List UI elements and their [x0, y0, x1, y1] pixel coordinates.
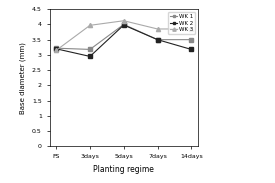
WK 3 — [156, 28, 159, 30]
WK 3 — [189, 28, 193, 30]
WK 2 — [55, 48, 58, 50]
WK 3 — [55, 49, 58, 51]
WK 2 — [88, 55, 92, 57]
WK 3 — [122, 20, 125, 22]
Y-axis label: Base diameter (mm): Base diameter (mm) — [20, 42, 26, 114]
WK 1 — [88, 48, 92, 51]
WK 1 — [55, 47, 58, 49]
WK 3 — [88, 24, 92, 26]
Line: WK 3: WK 3 — [54, 19, 193, 52]
WK 1 — [156, 39, 159, 41]
Legend: WK 1, WK 2, WK 3: WK 1, WK 2, WK 3 — [168, 12, 195, 34]
WK 2 — [122, 24, 125, 26]
WK 2 — [189, 48, 193, 51]
WK 2 — [156, 39, 159, 41]
WK 1 — [189, 39, 193, 41]
Line: WK 2: WK 2 — [54, 23, 193, 58]
X-axis label: Planting regime: Planting regime — [93, 165, 154, 174]
WK 1 — [122, 23, 125, 25]
Line: WK 1: WK 1 — [54, 23, 193, 51]
